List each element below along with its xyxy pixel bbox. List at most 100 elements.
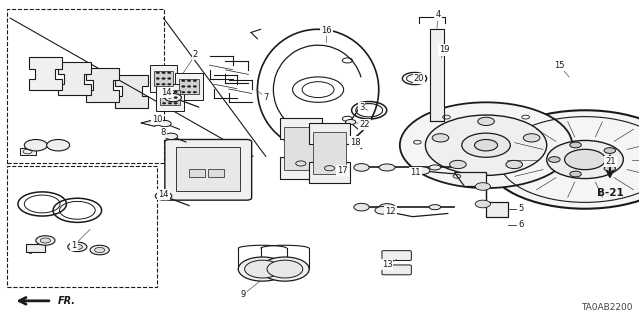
Text: 14: 14 — [158, 190, 169, 199]
Circle shape — [188, 85, 191, 87]
Circle shape — [548, 157, 560, 162]
Circle shape — [72, 244, 83, 249]
Text: 11: 11 — [410, 168, 421, 177]
Bar — [176, 147, 240, 191]
Ellipse shape — [379, 204, 395, 211]
Circle shape — [506, 160, 522, 169]
Circle shape — [570, 142, 581, 148]
Text: 2: 2 — [193, 50, 198, 59]
Polygon shape — [179, 78, 199, 94]
Polygon shape — [175, 73, 203, 100]
Circle shape — [168, 72, 171, 74]
Circle shape — [168, 102, 172, 104]
Circle shape — [182, 80, 185, 82]
Bar — [189, 169, 205, 177]
Circle shape — [564, 149, 605, 170]
Polygon shape — [154, 70, 173, 86]
Circle shape — [156, 83, 159, 85]
Ellipse shape — [429, 165, 441, 170]
FancyBboxPatch shape — [382, 265, 412, 275]
Circle shape — [354, 164, 369, 171]
Ellipse shape — [429, 204, 441, 210]
Polygon shape — [58, 62, 91, 95]
Circle shape — [432, 134, 449, 142]
Bar — [20, 148, 36, 155]
Circle shape — [159, 121, 172, 127]
Circle shape — [90, 245, 109, 255]
Circle shape — [486, 110, 640, 209]
Circle shape — [36, 236, 55, 245]
Polygon shape — [29, 57, 62, 90]
Circle shape — [415, 167, 430, 174]
Circle shape — [604, 166, 616, 171]
Text: 15: 15 — [554, 61, 564, 70]
Text: 13: 13 — [381, 260, 392, 269]
Circle shape — [188, 80, 191, 82]
Circle shape — [375, 206, 390, 214]
Text: 22: 22 — [360, 120, 370, 129]
Circle shape — [182, 91, 185, 93]
Circle shape — [570, 171, 581, 177]
FancyBboxPatch shape — [382, 251, 412, 261]
Circle shape — [244, 260, 280, 278]
Text: 10: 10 — [152, 115, 163, 124]
Text: FR.: FR. — [58, 296, 76, 306]
Text: 9: 9 — [241, 290, 246, 299]
Text: 8: 8 — [161, 128, 166, 137]
Circle shape — [95, 248, 105, 253]
Circle shape — [524, 134, 540, 142]
Circle shape — [168, 78, 171, 79]
Circle shape — [238, 257, 287, 281]
Polygon shape — [160, 90, 180, 106]
Circle shape — [162, 72, 165, 74]
Circle shape — [174, 97, 177, 99]
Circle shape — [165, 133, 177, 139]
FancyBboxPatch shape — [165, 139, 252, 200]
Bar — [7, 166, 157, 286]
Circle shape — [40, 238, 51, 243]
Polygon shape — [150, 65, 177, 92]
Text: 3: 3 — [359, 103, 364, 112]
Circle shape — [346, 120, 356, 124]
Circle shape — [156, 72, 159, 74]
Polygon shape — [141, 120, 167, 126]
Circle shape — [354, 203, 369, 211]
Polygon shape — [280, 118, 321, 179]
Circle shape — [165, 93, 181, 102]
Circle shape — [193, 85, 196, 87]
Circle shape — [193, 80, 196, 82]
Text: 6: 6 — [518, 220, 524, 229]
Circle shape — [182, 85, 185, 87]
Ellipse shape — [379, 164, 395, 171]
Circle shape — [174, 102, 177, 104]
Bar — [430, 29, 444, 122]
Circle shape — [475, 200, 490, 208]
Polygon shape — [313, 132, 346, 174]
Text: 4: 4 — [435, 11, 441, 19]
Circle shape — [47, 139, 70, 151]
Polygon shape — [284, 127, 317, 169]
Text: 1: 1 — [72, 241, 77, 250]
Text: B-21: B-21 — [596, 188, 623, 198]
Circle shape — [163, 102, 166, 104]
Polygon shape — [309, 123, 350, 183]
Circle shape — [267, 260, 303, 278]
Circle shape — [156, 78, 159, 79]
Bar — [208, 169, 224, 177]
Circle shape — [168, 83, 171, 85]
Circle shape — [477, 117, 494, 125]
Circle shape — [604, 148, 616, 153]
Circle shape — [163, 97, 166, 99]
Circle shape — [168, 91, 172, 93]
Text: 7: 7 — [263, 93, 268, 102]
Circle shape — [193, 91, 196, 93]
Circle shape — [348, 138, 360, 144]
Text: 12: 12 — [385, 207, 396, 216]
Polygon shape — [156, 85, 184, 111]
Circle shape — [174, 91, 177, 93]
Text: 18: 18 — [350, 137, 360, 146]
Circle shape — [475, 183, 490, 190]
Text: 17: 17 — [337, 166, 348, 175]
Circle shape — [462, 133, 510, 157]
Circle shape — [162, 78, 165, 79]
